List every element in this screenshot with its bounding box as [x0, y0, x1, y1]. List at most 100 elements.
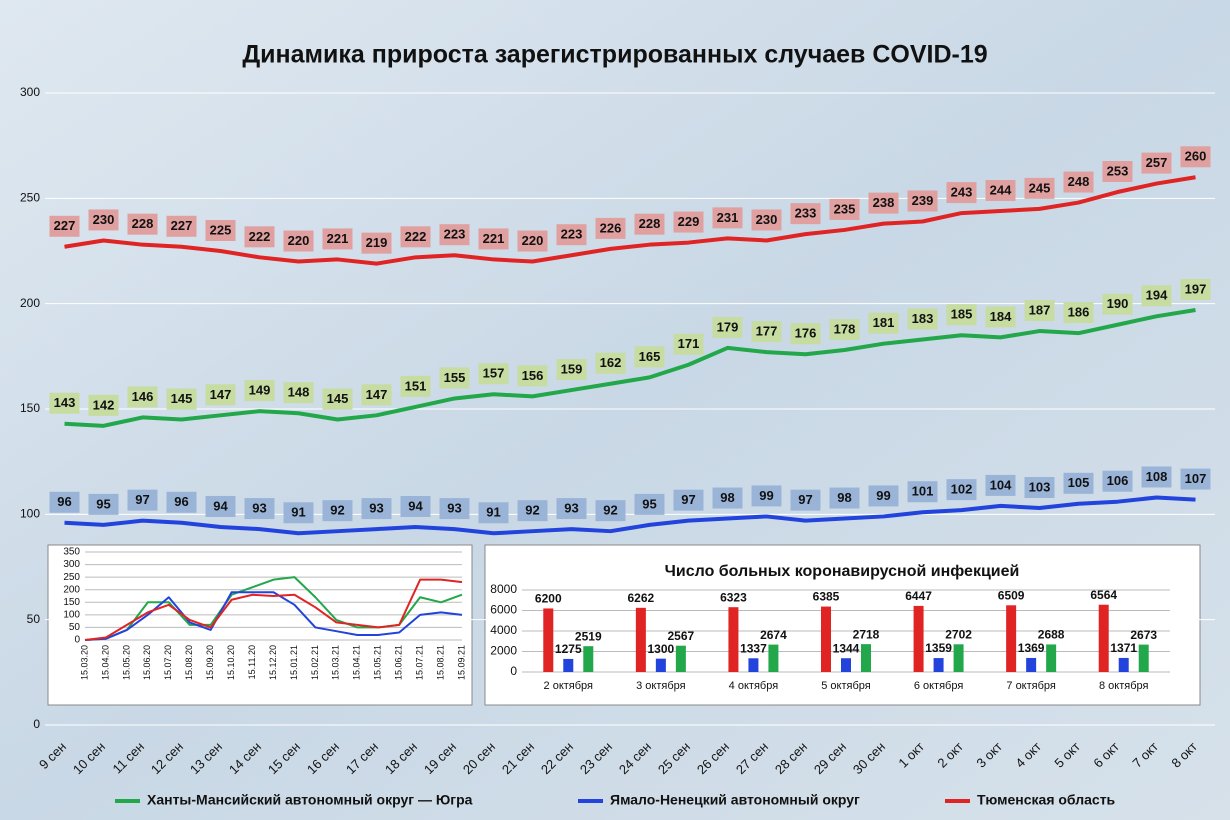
data-label-box	[1102, 161, 1133, 183]
x-tick-label: 15.02.21	[310, 645, 320, 680]
data-label-box	[1102, 470, 1133, 492]
data-label: 151	[405, 378, 427, 393]
data-label-box	[88, 493, 119, 515]
y-tick-label: 50	[27, 612, 41, 626]
bar	[1098, 604, 1109, 672]
data-label: 231	[717, 210, 739, 225]
data-label: 230	[756, 212, 778, 227]
series-line	[64, 495, 1196, 536]
data-label: 220	[522, 233, 544, 248]
data-label-box	[1024, 477, 1055, 499]
data-label: 1359	[925, 641, 952, 655]
bar	[768, 644, 779, 672]
data-label-box	[322, 388, 353, 410]
data-label-box	[166, 491, 197, 513]
y-tick-label: 150	[63, 597, 80, 608]
data-label-box	[907, 481, 938, 503]
data-label: 2702	[945, 627, 972, 641]
data-label: 220	[288, 233, 310, 248]
data-label-box	[478, 228, 509, 250]
data-label: 145	[171, 391, 193, 406]
data-label: 186	[1068, 305, 1090, 320]
data-label-box	[634, 346, 665, 368]
data-label: 92	[525, 503, 539, 518]
data-label: 194	[1146, 288, 1168, 303]
data-label-box	[985, 306, 1016, 328]
data-label-box	[283, 502, 314, 524]
bar	[1138, 644, 1149, 672]
data-label: 6323	[720, 590, 747, 604]
data-label-box	[673, 333, 704, 355]
data-label-box	[478, 363, 509, 385]
y-tick-label: 350	[63, 547, 80, 558]
y-tick-label: 100	[20, 507, 40, 521]
data-label-box	[283, 382, 314, 404]
data-label-box	[790, 489, 821, 511]
data-label: 2674	[760, 628, 787, 642]
data-label: 181	[873, 315, 895, 330]
x-tick-label: 15.12.20	[268, 645, 278, 680]
y-tick-label: 150	[20, 401, 40, 415]
data-label-box	[634, 493, 665, 515]
data-label-box	[1180, 278, 1211, 300]
data-label-box	[361, 498, 392, 520]
data-label: 187	[1029, 302, 1051, 317]
data-label-box	[322, 228, 353, 250]
x-tick-label: 15.09.21	[456, 645, 466, 680]
y-tick-label: 6000	[490, 603, 517, 617]
data-label: 145	[327, 391, 349, 406]
data-label-box	[829, 319, 860, 341]
data-label-box	[868, 192, 899, 214]
x-tick-label: 3 октября	[636, 680, 686, 692]
x-tick-label: 15.04.21	[352, 645, 362, 680]
data-label: 103	[1029, 479, 1051, 494]
data-label-box	[946, 304, 977, 326]
data-label: 178	[834, 321, 856, 336]
data-label-box	[49, 215, 80, 237]
data-label: 222	[249, 229, 271, 244]
y-tick-label: 200	[63, 584, 80, 595]
x-tick-label: 15.08.21	[435, 645, 445, 680]
data-label: 219	[366, 235, 388, 250]
data-label: 94	[213, 498, 228, 513]
data-label: 2688	[1038, 628, 1065, 642]
y-tick-label: 8000	[490, 582, 517, 596]
data-label: 2673	[1130, 628, 1157, 642]
data-label-box	[712, 487, 743, 509]
data-label-box	[712, 207, 743, 229]
data-label-box	[400, 375, 431, 397]
bar	[1046, 644, 1057, 672]
data-label: 156	[522, 368, 544, 383]
data-label-box	[478, 502, 509, 524]
data-label: 142	[93, 397, 115, 412]
inset-title: Число больных коронавирусной инфекцией	[665, 563, 1020, 580]
series-line	[64, 175, 1196, 266]
x-tick-label: 15.07.21	[414, 645, 424, 680]
data-label: 149	[249, 383, 271, 398]
data-label-box	[595, 217, 626, 239]
data-label: 97	[681, 492, 695, 507]
data-label-box	[400, 495, 431, 517]
data-label: 228	[639, 216, 661, 231]
data-label-box	[829, 198, 860, 220]
data-label: 235	[834, 201, 856, 216]
data-label: 223	[444, 227, 466, 242]
data-label-box	[1141, 285, 1172, 307]
bar	[563, 658, 574, 672]
data-label-box	[361, 232, 392, 254]
data-label-box	[205, 384, 236, 406]
data-label: 184	[990, 309, 1012, 324]
data-label: 96	[57, 494, 71, 509]
data-label: 248	[1068, 174, 1090, 189]
inset-panel	[47, 544, 473, 706]
data-label: 243	[951, 185, 973, 200]
y-tick-label: 300	[63, 559, 80, 570]
data-label-box	[283, 230, 314, 252]
data-label-box	[829, 487, 860, 509]
data-label-box	[439, 498, 470, 520]
data-label: 183	[912, 311, 934, 326]
data-label: 147	[210, 387, 232, 402]
data-label-box	[907, 190, 938, 212]
data-label-box	[595, 352, 626, 374]
x-tick-label: 15.03.21	[331, 645, 341, 680]
